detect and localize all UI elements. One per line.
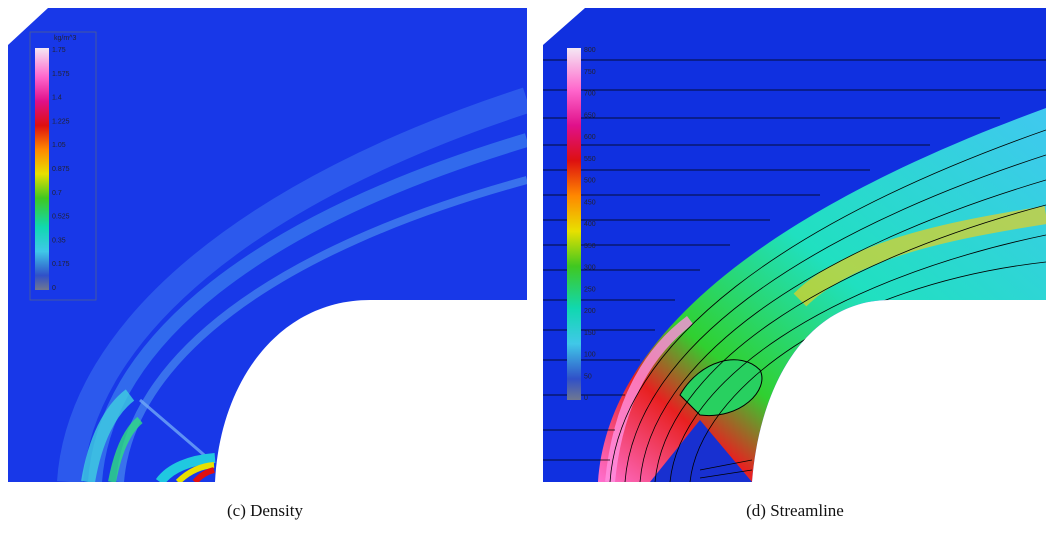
figure: (c) Density kg/m^3 1.75 1.575 1.4 1.225 1.05 0.… [0,0,1054,534]
colorbar-label: 0.525 [52,214,70,221]
caption: (c) Density [227,501,304,520]
colorbar-label: 1.575 [52,71,70,78]
colorbar-label: 700 [584,91,596,98]
caption: (d) Streamline [746,501,844,520]
colorbar-label: 150 [584,330,596,337]
colorbar-label: 600 [584,134,596,141]
colorbar-label: 1.75 [52,47,66,54]
colorbar-label: 0.35 [52,237,66,244]
colorbar-label: 450 [584,199,596,206]
colorbar-label: 400 [584,221,596,228]
colorbar-label: 0 [52,285,56,292]
colorbar-label: 1.4 [52,95,62,102]
colorbar-label: 50 [584,373,592,380]
colorbar [567,48,581,400]
colorbar-label: 1.05 [52,142,66,149]
colorbar-label: 0.7 [52,190,62,197]
colorbar-label: 200 [584,308,596,315]
colorbar-label: 100 [584,352,596,359]
colorbar-label: 350 [584,243,596,250]
colorbar-label: 550 [584,156,596,163]
page: {"figure": { "panels": [ {"caption": "(c… [0,0,1054,534]
density-plot [8,8,527,482]
colorbar-label: 500 [584,178,596,185]
colorbar-label: 0 [584,395,588,402]
streamline-plot [543,8,1046,482]
colorbar-label: 300 [584,265,596,272]
colorbar-label: 0.875 [52,166,70,173]
colorbar-label: 1.225 [52,118,70,125]
colorbar-label: 750 [584,69,596,76]
colorbar-label: 0.175 [52,261,70,268]
colorbar-unit: kg/m^3 [54,35,76,42]
colorbar-label: 250 [584,286,596,293]
colorbar-label: 650 [584,112,596,119]
colorbar [35,48,49,290]
colorbar-label: 800 [584,47,596,54]
